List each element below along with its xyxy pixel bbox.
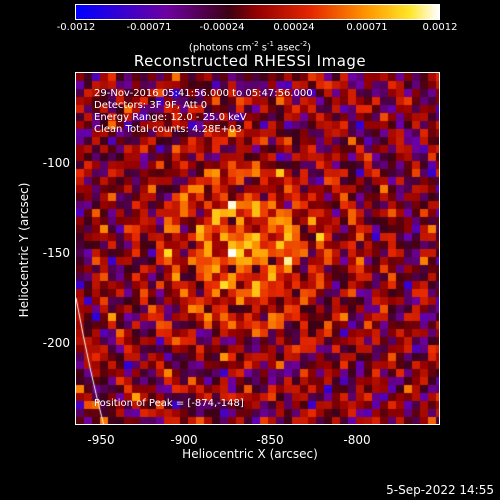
colorbar (75, 4, 440, 20)
colorbar-tick: 0.00024 (273, 22, 315, 33)
image-canvas (76, 73, 439, 424)
x-tick: -850 (256, 433, 284, 447)
time-range-label: 29-Nov-2016 05:41:56.000 to 05:47:56.000 (94, 88, 313, 99)
timestamp: 5-Sep-2022 14:55 (386, 483, 494, 497)
peak-position-label: Position of Peak = [-874,-148] (94, 398, 244, 409)
image-title: Reconstructed RHESSI Image (133, 52, 367, 70)
rhessi-image: 29-Nov-2016 05:41:56.000 to 05:47:56.000… (75, 72, 440, 425)
y-tick: -100 (42, 156, 70, 170)
y-tick: -150 (42, 246, 70, 260)
x-axis-label: Heliocentric X (arcsec) (182, 447, 318, 461)
y-axis-label: Heliocentric Y (arcsec) (17, 182, 31, 318)
colorbar-tick: -0.00024 (199, 22, 245, 33)
colorbar-tick: -0.00071 (126, 22, 172, 33)
colorbar-tick: 0.0012 (422, 22, 458, 33)
y-tick: -200 (42, 336, 70, 350)
detectors-label: Detectors: 3F 9F, Att 0 (94, 100, 208, 111)
x-tick: -800 (343, 433, 371, 447)
colorbar-tick: -0.0012 (56, 22, 96, 33)
method-counts-label: Clean Total counts: 4.28E+03 (94, 124, 242, 135)
colorbar-units: (photons cm-2 s-1 asec-2) (188, 40, 312, 54)
colorbar-tick: 0.00071 (346, 22, 388, 33)
x-tick: -900 (170, 433, 198, 447)
energy-range-label: Energy Range: 12.0 - 25.0 keV (94, 112, 247, 123)
x-tick: -950 (87, 433, 115, 447)
